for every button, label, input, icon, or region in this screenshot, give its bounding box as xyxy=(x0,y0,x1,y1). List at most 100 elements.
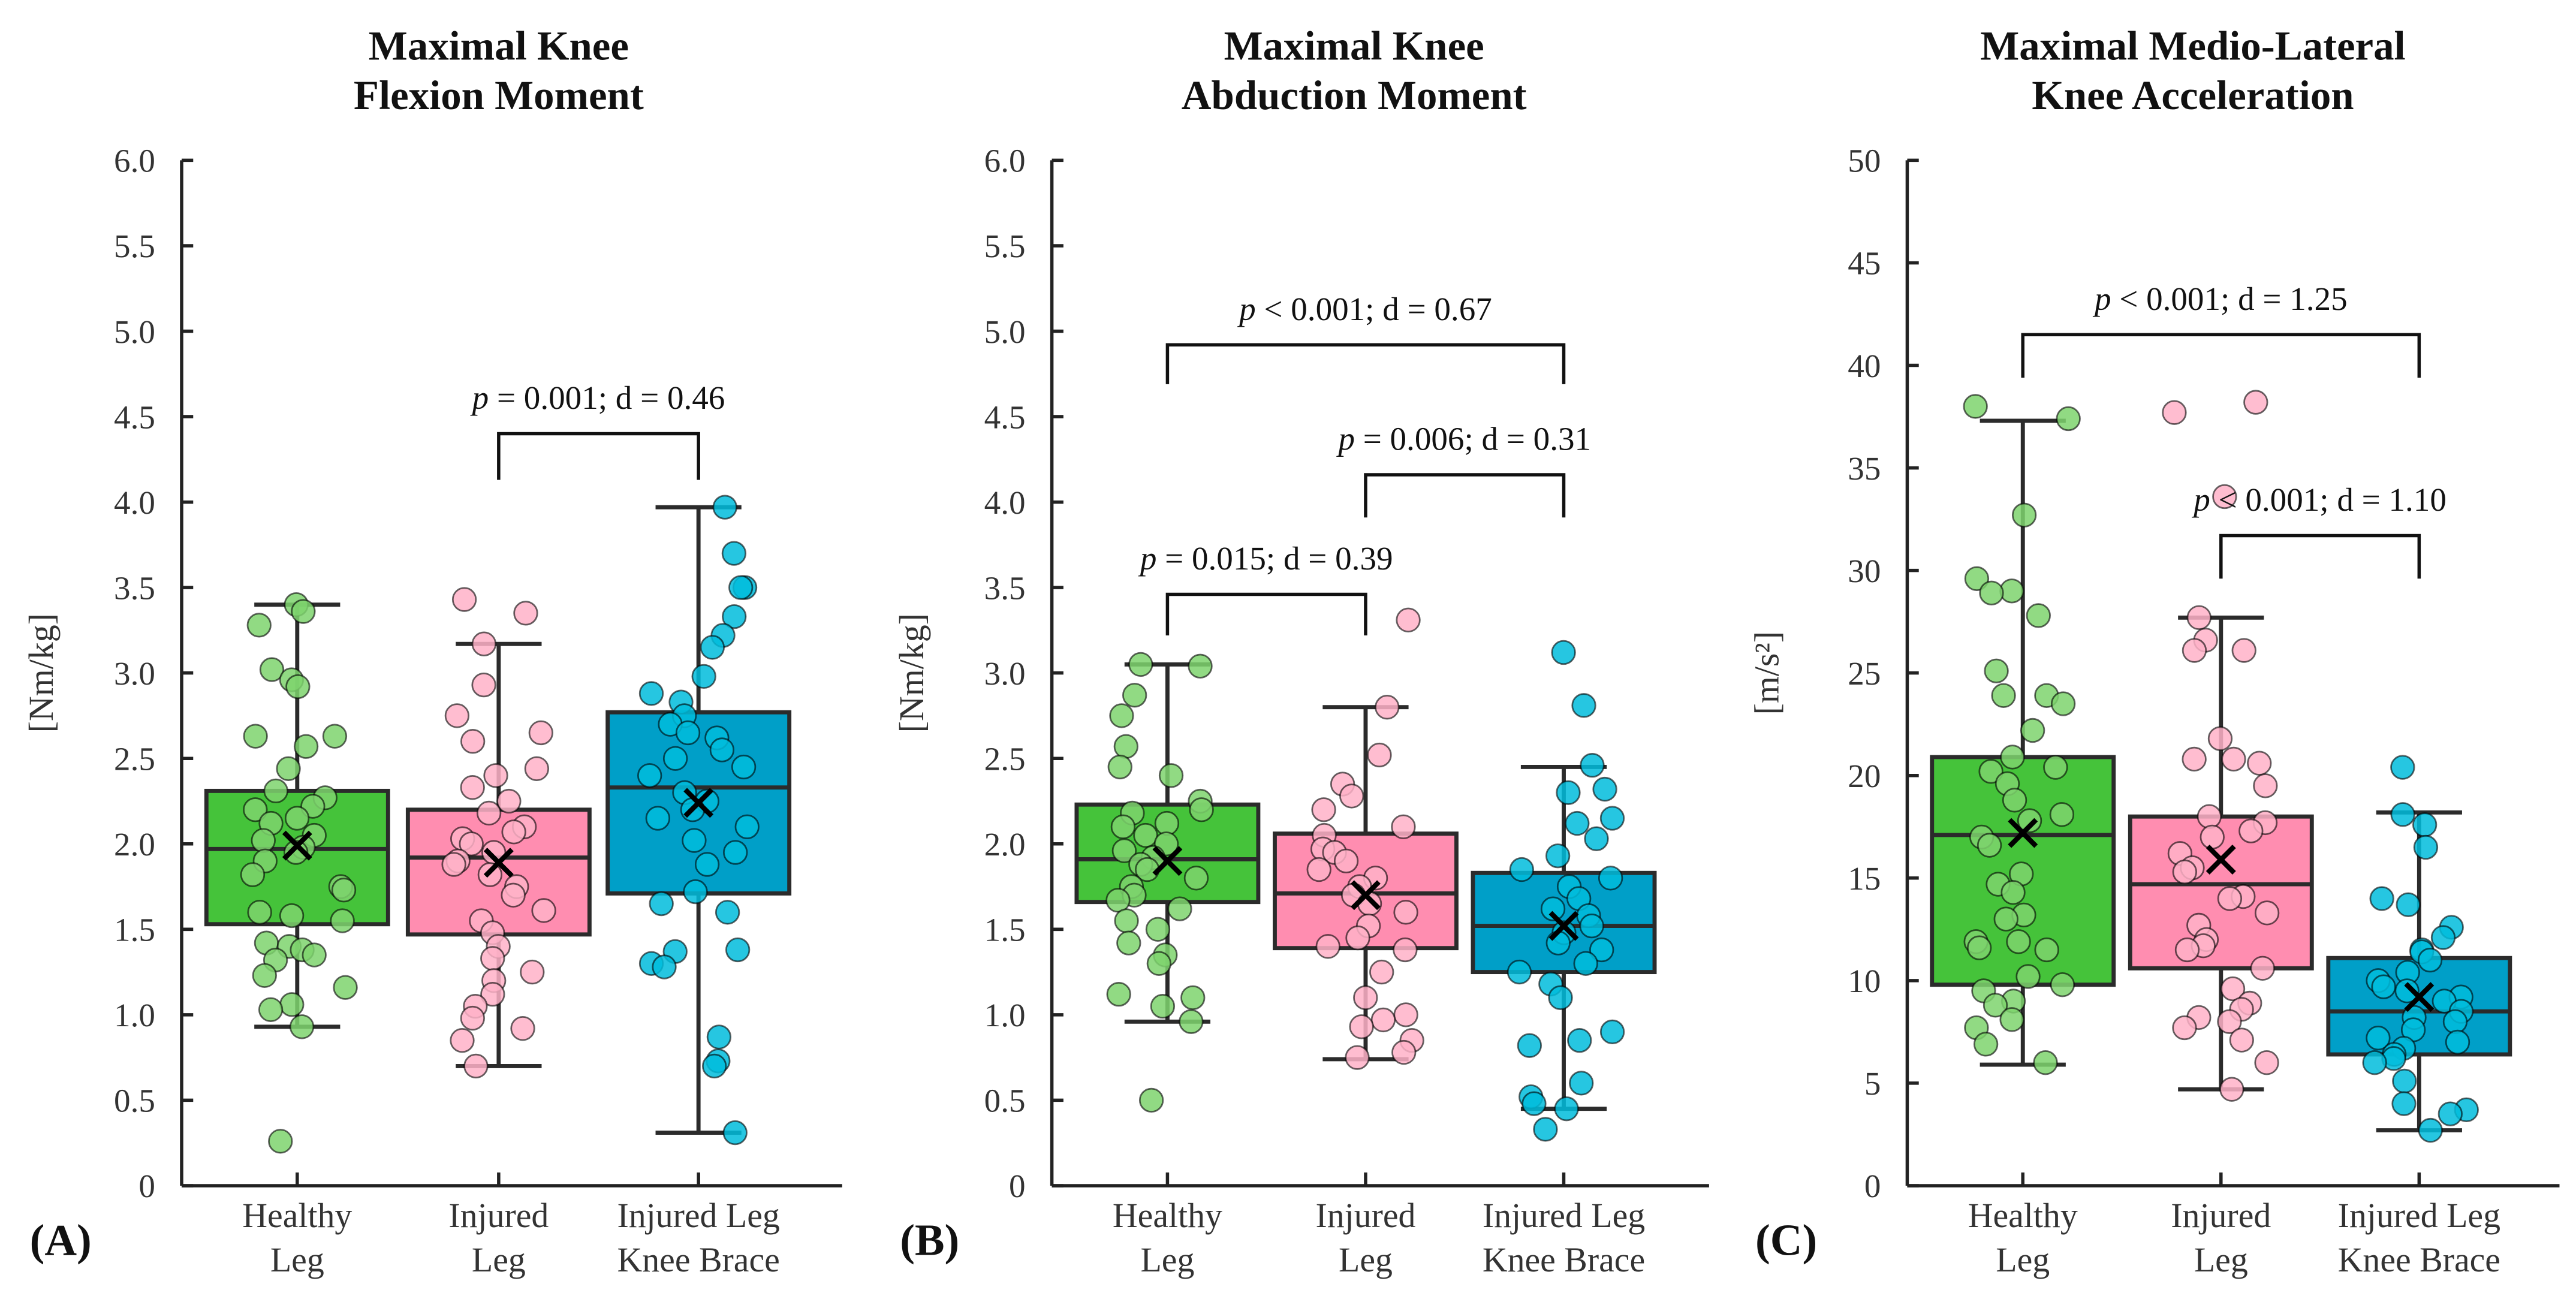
data-point xyxy=(2390,802,2415,827)
data-point xyxy=(1158,763,1184,788)
data-point xyxy=(2182,638,2207,663)
data-point xyxy=(268,1129,293,1154)
data-point xyxy=(1353,985,1378,1011)
data-point xyxy=(302,942,327,968)
chart-title: Maximal Knee xyxy=(1224,23,1484,68)
data-point xyxy=(259,657,285,682)
x-tick-label: Healthy xyxy=(242,1196,352,1235)
y-tick-label: 5.5 xyxy=(984,228,1026,264)
significance-label: p = 0.015; d = 0.39 xyxy=(1138,540,1393,577)
data-point xyxy=(1180,985,1206,1011)
data-point xyxy=(279,903,305,929)
x-tick-label: Injured xyxy=(448,1196,549,1235)
data-point xyxy=(524,756,549,781)
x-tick-label: Injured Leg xyxy=(1483,1196,1645,1235)
box-group-1 xyxy=(405,587,592,1079)
data-point xyxy=(2172,859,2197,885)
data-point xyxy=(1540,896,1566,921)
x-tick-label: Leg xyxy=(270,1240,324,1279)
data-point xyxy=(1567,1027,1592,1053)
p-symbol: p xyxy=(1237,291,1256,327)
y-tick-label: 2.5 xyxy=(984,741,1026,777)
y-tick-label: 1.5 xyxy=(114,912,155,948)
x-tick-label: Knee Brace xyxy=(2338,1240,2500,1279)
significance-text: < 0.001; d = 1.10 xyxy=(2210,481,2447,518)
data-point xyxy=(2200,824,2225,850)
data-point xyxy=(2442,1009,2468,1034)
y-tick-label: 3.0 xyxy=(114,655,155,692)
y-tick-label: 45 xyxy=(1848,245,1881,282)
data-point xyxy=(1517,1033,1542,1058)
x-tick-label: Healthy xyxy=(1113,1196,1222,1235)
box-group-0 xyxy=(1074,652,1261,1113)
data-point xyxy=(1509,857,1534,882)
data-point xyxy=(2250,956,2275,981)
x-tick-label: Leg xyxy=(472,1240,526,1279)
y-tick-label: 35 xyxy=(1848,450,1881,487)
data-point xyxy=(2418,1117,2443,1143)
data-point xyxy=(728,575,754,600)
data-point xyxy=(637,763,662,788)
data-point xyxy=(682,828,707,853)
data-point xyxy=(675,720,701,746)
x-tick-label: Injured xyxy=(1315,1196,1415,1235)
y-tick-label: 0.5 xyxy=(114,1083,155,1119)
data-point xyxy=(2002,788,2027,813)
data-point xyxy=(2050,972,2075,997)
data-point xyxy=(246,613,272,638)
data-point xyxy=(243,797,268,822)
chart-title: Abduction Moment xyxy=(1182,73,1527,118)
data-point xyxy=(2438,1101,2463,1126)
data-point xyxy=(293,734,319,759)
data-point xyxy=(322,724,348,749)
data-point xyxy=(471,631,497,656)
significance-label: p = 0.006; d = 0.31 xyxy=(1336,421,1591,457)
y-tick-label: 2.5 xyxy=(114,741,155,777)
y-tick-label: 25 xyxy=(1848,655,1881,692)
data-point xyxy=(1592,776,1617,802)
data-point xyxy=(649,891,674,917)
data-point xyxy=(1391,1039,1417,1065)
y-tick-label: 4.0 xyxy=(984,484,1026,521)
data-point xyxy=(1573,951,1598,976)
box-group-2 xyxy=(2326,755,2512,1143)
data-point xyxy=(1589,937,1614,963)
chart-title: Maximal Medio-Lateral xyxy=(1980,23,2405,68)
data-point xyxy=(2015,964,2041,989)
y-tick-label: 6.0 xyxy=(114,143,155,179)
data-point xyxy=(2390,755,2415,780)
data-point xyxy=(258,997,284,1022)
data-point xyxy=(1114,908,1139,933)
y-tick-label: 0 xyxy=(138,1168,155,1204)
data-point xyxy=(2371,974,2396,999)
data-point xyxy=(1375,695,1400,720)
panel-c: Maximal Medio-Lateral Knee Acceleration (C… xyxy=(1748,23,2560,1279)
y-tick-label: 40 xyxy=(1848,348,1881,384)
data-point xyxy=(1311,797,1336,822)
p-symbol: p xyxy=(1336,421,1355,457)
data-point xyxy=(1391,814,1416,839)
data-point xyxy=(2238,818,2264,843)
data-point xyxy=(2006,929,2031,954)
data-point xyxy=(1106,981,1131,1007)
data-point xyxy=(1146,951,1171,976)
x-tick-label: Leg xyxy=(1140,1240,1194,1279)
data-point xyxy=(1991,683,2016,708)
data-point xyxy=(1339,783,1364,809)
box-group-1 xyxy=(1273,607,1459,1070)
data-point xyxy=(2445,1029,2470,1055)
mean-marker xyxy=(282,830,312,861)
data-point xyxy=(1565,810,1590,836)
data-point xyxy=(2011,502,2037,528)
box-group-2 xyxy=(1471,640,1657,1142)
data-point xyxy=(1973,1032,1999,1057)
data-point xyxy=(652,954,677,980)
data-point xyxy=(2394,978,2420,1003)
y-tick-label: 30 xyxy=(1848,553,1881,589)
data-point xyxy=(1105,888,1131,913)
box-group-1 xyxy=(2128,390,2314,1102)
data-point xyxy=(2217,886,2243,911)
significance-bracket xyxy=(1165,592,1367,635)
data-point xyxy=(1145,917,1171,942)
p-symbol: p xyxy=(470,379,489,416)
